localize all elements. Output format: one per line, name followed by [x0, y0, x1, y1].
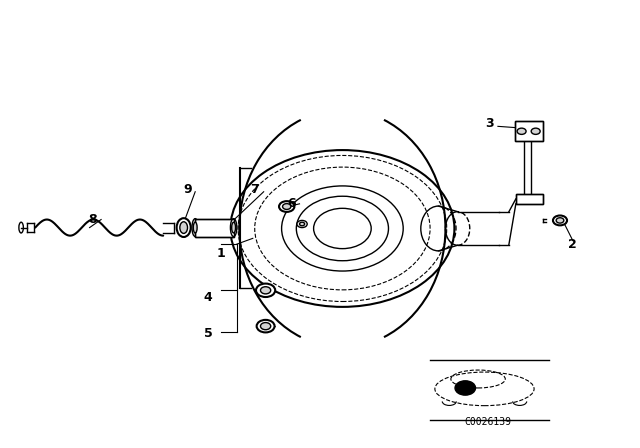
Ellipse shape	[297, 220, 307, 228]
Circle shape	[531, 128, 540, 134]
Bar	[516, 194, 543, 204]
Ellipse shape	[282, 203, 291, 210]
Circle shape	[455, 381, 476, 395]
Text: 8: 8	[88, 213, 97, 226]
Ellipse shape	[180, 222, 188, 233]
Circle shape	[517, 128, 526, 134]
Ellipse shape	[556, 218, 564, 223]
Bar	[516, 194, 543, 204]
Bar	[515, 121, 543, 141]
Text: 2: 2	[568, 237, 577, 251]
Text: 9: 9	[183, 182, 192, 196]
Ellipse shape	[256, 284, 275, 297]
Text: C0026139: C0026139	[464, 418, 511, 427]
Circle shape	[257, 320, 275, 332]
Bar	[195, 219, 234, 237]
Bar	[515, 121, 543, 141]
Ellipse shape	[232, 222, 236, 233]
Ellipse shape	[553, 215, 567, 225]
Ellipse shape	[193, 222, 197, 233]
Circle shape	[260, 323, 271, 330]
Ellipse shape	[260, 287, 271, 294]
Text: 1: 1	[216, 246, 225, 260]
Bar	[195, 219, 234, 237]
Text: 4: 4	[204, 291, 212, 305]
Text: 7: 7	[250, 182, 259, 196]
Ellipse shape	[300, 222, 305, 226]
Ellipse shape	[279, 201, 294, 212]
Ellipse shape	[177, 218, 191, 237]
Ellipse shape	[192, 219, 198, 237]
Text: 5: 5	[204, 327, 212, 340]
Ellipse shape	[230, 219, 237, 237]
Text: 3: 3	[485, 116, 494, 130]
Text: 6: 6	[287, 197, 296, 211]
